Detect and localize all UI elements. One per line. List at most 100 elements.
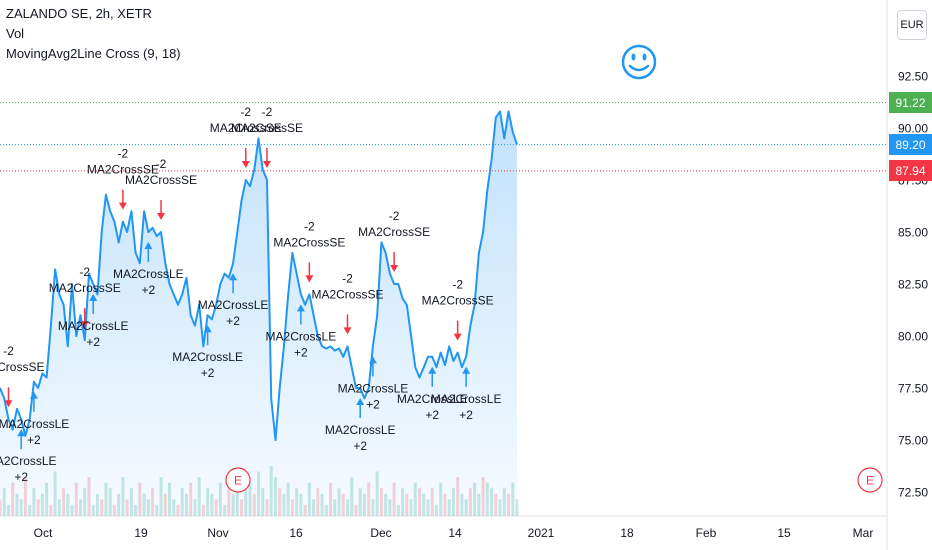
signal-label: MA2CrossLE <box>58 319 129 333</box>
signal-label: MA2CrossLE <box>266 329 337 343</box>
time-tick-label: 14 <box>448 526 462 540</box>
signal-label: MA2CrossLE <box>198 298 269 312</box>
long-entry-arrowhead <box>89 294 98 301</box>
signal-qty: +2 <box>86 335 100 349</box>
time-tick-label: 2021 <box>528 526 555 540</box>
short-entry-arrowhead <box>80 321 89 329</box>
short-entry-arrowhead <box>453 333 462 341</box>
svg-text:E: E <box>234 474 242 488</box>
time-axis[interactable]: Oct 19 Nov 16 Dec 14 2021 18 Feb 15 Mar <box>34 526 874 540</box>
earnings-e-icon[interactable]: E <box>225 467 251 493</box>
price-lines <box>0 102 887 172</box>
signal-label: MA2CrossLE <box>172 350 243 364</box>
signal-label: MA2CrossSE <box>358 225 430 239</box>
price-area <box>0 110 518 517</box>
signal-qty: +2 <box>226 314 240 328</box>
signal-label: MA2CrossSE <box>0 360 44 374</box>
earnings-e-icon[interactable]: E <box>857 467 883 493</box>
time-tick-label: Dec <box>370 526 391 540</box>
long-entry-arrowhead <box>296 304 305 312</box>
signal-qty: +2 <box>366 397 380 411</box>
signal-qty: +2 <box>459 408 473 422</box>
signal-qty: +2 <box>294 345 308 359</box>
long-entry-arrowhead <box>368 356 377 364</box>
signal-label: MA2CrossSE <box>49 281 121 295</box>
price-tick-label: 80.00 <box>898 330 928 344</box>
short-entry-arrowhead <box>343 327 352 335</box>
long-entry-arrowhead <box>462 366 471 374</box>
signal-qty: +2 <box>425 408 439 422</box>
signal-label: MA2CrossSE <box>273 235 345 249</box>
signal-label: MA2CrossSE <box>125 173 197 187</box>
signal-qty: -2 <box>3 344 14 358</box>
svg-text:E: E <box>866 474 874 488</box>
signal-label: MA2CrossLE <box>325 423 396 437</box>
long-entry-arrowhead <box>229 273 238 281</box>
signal-label: MA2CrossSE <box>311 287 383 301</box>
last-price-tag: 89.20 <box>889 134 932 155</box>
price-tick-label: 77.50 <box>898 382 928 396</box>
signal-label: MA2CrossSE <box>231 121 303 135</box>
price-tick-label: 92.50 <box>898 70 928 84</box>
price-tick-label: 75.00 <box>898 434 928 448</box>
signal-qty: -2 <box>304 219 315 233</box>
strategy-legend[interactable]: MovingAvg2Line Cross (9, 18) <box>6 46 181 61</box>
signal-qty: +2 <box>141 283 155 297</box>
signal-label: MA2CrossLE <box>397 392 468 406</box>
signal-label: MA2CrossSE <box>87 163 159 177</box>
position-price-tag: 87.94 <box>889 160 932 181</box>
price-tick-label: 90.00 <box>898 122 928 136</box>
short-entry-arrowhead <box>118 202 127 210</box>
price-line[interactable] <box>0 110 518 441</box>
time-tick-label: 19 <box>134 526 148 540</box>
short-entry-arrowhead <box>262 161 271 168</box>
price-tick-label: 72.50 <box>898 486 928 500</box>
long-entry-arrowhead <box>144 242 153 249</box>
signal-qty: +2 <box>353 439 367 453</box>
time-tick-label: 18 <box>620 526 634 540</box>
time-tick-label: Nov <box>207 526 228 540</box>
price-area-fill <box>0 111 517 517</box>
short-entry-arrowhead <box>157 213 166 220</box>
currency-button[interactable]: EUR <box>897 10 927 40</box>
time-tick-label: Oct <box>34 526 53 540</box>
signal-qty: -2 <box>118 147 129 161</box>
short-entry-arrowhead <box>305 275 314 283</box>
price-tick-label: 82.50 <box>898 278 928 292</box>
signal-label: MA2CrossLE <box>0 454 57 468</box>
long-entry-arrowhead <box>356 398 365 405</box>
time-tick-label: 16 <box>289 526 303 540</box>
high-price-tag: 91.22 <box>889 92 932 113</box>
signal-label: MA2CrossLE <box>0 417 69 431</box>
short-entry-arrowhead <box>241 161 250 168</box>
price-tick-label: 85.00 <box>898 226 928 240</box>
time-tick-label: Mar <box>853 526 874 540</box>
short-entry-arrowhead <box>4 400 13 408</box>
long-entry-arrowhead <box>17 429 26 437</box>
smiley-face-icon[interactable] <box>620 40 658 84</box>
signal-qty: -2 <box>156 157 167 171</box>
signal-label: MA2CrossSE <box>210 121 282 135</box>
signal-label: MA2CrossLE <box>113 267 184 281</box>
chart-title: ZALANDO SE, 2h, XETR <box>6 6 152 21</box>
signal-qty: +2 <box>27 433 41 447</box>
long-entry-arrowhead <box>29 391 38 399</box>
signal-qty: -2 <box>262 105 273 119</box>
long-entry-arrowhead <box>428 366 437 374</box>
signal-label: MA2CrossLE <box>431 392 502 406</box>
signal-qty: -2 <box>452 278 463 292</box>
strategy-signals: MA2CrossSE-2MA2CrossLE+2MA2CrossLE+2MA2C… <box>0 105 501 484</box>
signal-qty: -2 <box>389 209 400 223</box>
signal-qty: -2 <box>79 265 90 279</box>
signal-label: MA2CrossSE <box>422 294 494 308</box>
long-entry-arrowhead <box>203 325 212 333</box>
signal-qty: -2 <box>342 271 353 285</box>
short-entry-arrowhead <box>390 265 399 272</box>
signal-qty: +2 <box>201 366 215 380</box>
signal-qty: +2 <box>14 470 28 484</box>
time-tick-label: 15 <box>777 526 791 540</box>
volume-legend[interactable]: Vol <box>6 26 25 41</box>
signal-label: MA2CrossLE <box>338 381 409 395</box>
time-tick-label: Feb <box>696 526 717 540</box>
